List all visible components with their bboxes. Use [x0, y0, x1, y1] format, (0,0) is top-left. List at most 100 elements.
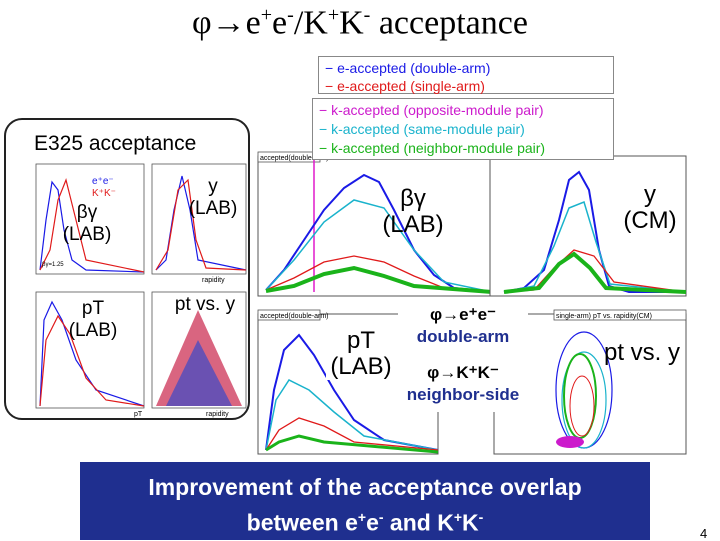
contour-single	[569, 375, 595, 437]
e325-panel: βγ=1.25 rapidity pT rapidity	[4, 118, 250, 420]
banner-line-2: between e+e- and K+K-	[80, 502, 650, 538]
legend-item-same: − k-accepted (same-module pair)	[319, 121, 525, 137]
label-bg-sym: βγ	[400, 185, 426, 212]
legend-item-double-arm: − e-accepted (double-arm)	[325, 60, 491, 76]
e325-label-y-sym: y	[208, 176, 218, 197]
e325-label-y: y (LAB)	[186, 176, 240, 220]
e325-label-bg-sym: βγ	[76, 202, 98, 223]
e325-y-kk	[155, 178, 247, 271]
banner-line-1: Improvement of the acceptance overlap	[148, 474, 582, 500]
title-slash: /	[293, 4, 304, 42]
legend-kaon: − k-accepted (opposite-module pair) − k-…	[312, 98, 614, 160]
label-ptvsy: pt vs. y	[603, 339, 681, 366]
series-neighbor	[265, 265, 493, 294]
legend-item-opposite: − k-accepted (opposite-module pair)	[319, 102, 544, 118]
annotation-box: φ→e⁺e⁻ double-arm φ→K⁺K⁻ neighbor-side	[398, 304, 528, 412]
series-same-module-2	[503, 200, 687, 293]
e325-bg-kk	[39, 178, 145, 273]
contour-same	[561, 351, 607, 449]
title-sup2: -	[287, 4, 294, 26]
label-y-sym: y	[644, 181, 656, 208]
plot-head-text-2: accepted(double-arm)	[260, 313, 328, 320]
banner-text: and K	[383, 509, 454, 536]
contour-opposite	[556, 436, 584, 448]
slide-title: φ→e+e-/K+K- acceptance	[0, 4, 720, 42]
series-same-module	[265, 199, 493, 293]
e325-pt-ee	[39, 300, 145, 407]
banner-text: e	[366, 509, 379, 536]
title-rest: acceptance	[370, 4, 528, 42]
title-sup4: -	[363, 4, 371, 26]
series-neighbor-2	[503, 251, 687, 294]
e325-plots-svg: βγ=1.25 rapidity pT rapidity	[35, 163, 247, 418]
e325-scatter-kk	[166, 340, 232, 406]
e325-title: E325 acceptance	[34, 132, 197, 155]
label-y-frame: (CM)	[623, 207, 677, 234]
annotation-phi-ee: φ→e⁺e⁻	[429, 305, 497, 324]
title-e: e	[245, 4, 261, 42]
label-pt-frame: (LAB)	[330, 353, 392, 380]
legend-label: e-accepted (double-arm)	[337, 60, 491, 76]
e325-label-pt-sym: pT	[81, 298, 105, 319]
banner-sup: -	[378, 509, 384, 525]
page-number: 4	[700, 526, 708, 541]
e325-pt-frame	[35, 291, 145, 409]
label-pt-sym: pT	[346, 327, 375, 354]
annotation-double-arm: double-arm	[416, 327, 510, 346]
series-double-arm	[265, 173, 493, 293]
e325-y-ee	[155, 175, 247, 271]
title-k2: K	[339, 4, 364, 42]
e325-inset-text: βγ=1.25	[42, 262, 64, 268]
plot-bg-panel: accepted(double-arm)	[257, 151, 497, 297]
legend-item-neighbor: − k-accepted (neighbor-module pair)	[319, 140, 546, 156]
conclusion-banner: Improvement of the acceptance overlap be…	[80, 462, 650, 540]
series-double-arm-3	[265, 333, 439, 451]
e325-label-pt: pT (LAB)	[66, 298, 120, 342]
banner-text: K	[462, 509, 479, 536]
e325-bg-frame	[35, 163, 145, 275]
e325-y-frame	[151, 163, 247, 275]
title-k: K	[303, 4, 328, 42]
title-sup: +	[260, 4, 273, 26]
label-bg-frame: (LAB)	[382, 211, 444, 238]
label-y-cm: y (CM)	[620, 182, 680, 234]
label-pt-lab: pT (LAB)	[326, 328, 396, 380]
legend-label: k-accepted (opposite-module pair)	[331, 102, 544, 118]
e325-pt-kk	[39, 314, 145, 407]
e325-label-bg-frame: (LAB)	[62, 224, 112, 245]
plot-head-text: accepted(double-arm)	[260, 155, 328, 162]
e325-label-bg: βγ (LAB)	[62, 202, 112, 246]
title-arrow: →	[211, 4, 246, 42]
legend-item-single-arm: − e-accepted (single-arm)	[325, 78, 485, 94]
legend-label: k-accepted (same-module pair)	[331, 121, 525, 137]
label-bg-lab: βγ (LAB)	[378, 186, 448, 238]
e325-mini-legend: e⁺e⁻ K⁺K⁻	[92, 176, 116, 200]
annotation-neighbor-side: neighbor-side	[406, 385, 520, 404]
plot-y-panel	[489, 155, 687, 297]
legend-label: k-accepted (neighbor-module pair)	[331, 140, 546, 156]
series-same-module-3	[265, 379, 439, 451]
legend-electron: − e-accepted (double-arm) − e-accepted (…	[318, 56, 614, 94]
title-phi: φ	[192, 4, 212, 42]
e325-label-ptvsy: pt vs. y	[174, 294, 236, 315]
title-sup3: +	[327, 4, 340, 26]
legend-label: e-accepted (single-arm)	[337, 78, 485, 94]
e325-axis-rapidity-2: rapidity	[206, 411, 229, 418]
title-e2: e	[272, 4, 288, 42]
plot-head-box-2	[257, 309, 321, 321]
plot-frame-2	[489, 155, 687, 297]
e325-bg-ee	[39, 180, 145, 273]
e325-label-y-frame: (LAB)	[188, 198, 238, 219]
e325-axis-pt: pT	[134, 411, 143, 418]
plot-head-text-3: single-arm) pT vs. rapidity(CM)	[556, 313, 652, 320]
series-neighbor-3	[265, 434, 439, 454]
banner-sup: -	[478, 509, 484, 525]
e325-axis-rapidity: rapidity	[202, 277, 225, 284]
e325-legend-kk: K⁺K⁻	[92, 188, 116, 199]
banner-text: between e	[246, 509, 358, 536]
e325-label-pt-frame: (LAB)	[68, 320, 118, 341]
series-single-arm-3	[265, 417, 439, 451]
banner-sup: +	[357, 509, 367, 525]
e325-legend-ee: e⁺e⁻	[92, 176, 114, 187]
annotation-phi-kk: φ→K⁺K⁻	[427, 363, 499, 382]
